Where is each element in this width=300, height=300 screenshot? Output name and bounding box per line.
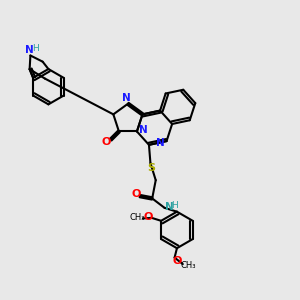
Text: N: N [139,125,148,135]
Text: H: H [171,201,178,210]
Text: O: O [143,212,153,222]
Text: N: N [165,202,174,212]
Text: CH₃: CH₃ [130,213,145,222]
Text: CH₃: CH₃ [180,261,196,270]
Text: H: H [32,44,38,53]
Text: O: O [102,137,111,147]
Text: N: N [26,45,34,55]
Text: O: O [131,189,140,199]
Text: N: N [122,93,130,103]
Text: N: N [156,138,164,148]
Text: O: O [173,256,182,266]
Text: S: S [147,163,155,172]
